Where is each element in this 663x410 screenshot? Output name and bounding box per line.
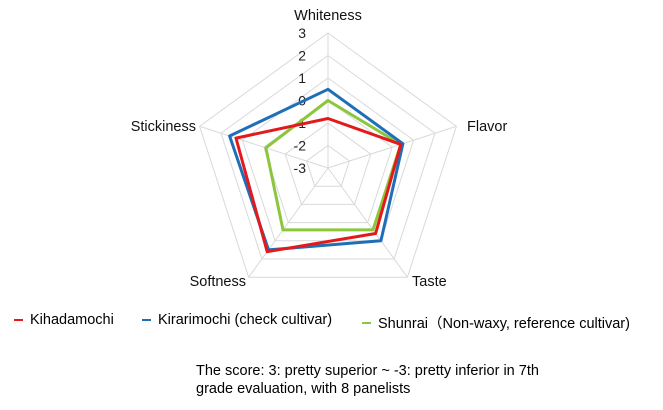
axis-label-whiteness: Whiteness — [294, 8, 362, 24]
legend-label-shunrai: Shunrai（Non-waxy, reference cultivar) — [378, 316, 630, 332]
tick-label: 2 — [298, 48, 306, 64]
legend-item-kihadamochi: Kihadamochi — [14, 312, 114, 328]
legend-item-shunrai: Shunrai（Non-waxy, reference cultivar) — [362, 312, 630, 333]
tick-label: -2 — [294, 138, 307, 154]
tick-label: 3 — [298, 25, 306, 41]
series-line-shunrai — [264, 99, 403, 232]
axis-label-stickiness: Stickiness — [131, 119, 196, 135]
radar-grid — [199, 32, 457, 278]
series-line-kirarimochi — [228, 87, 405, 252]
legend-swatch-kirarimochi — [142, 319, 151, 321]
legend-swatch-shunrai — [362, 321, 371, 324]
score-note-line-2: grade evaluation, with 8 panelists — [196, 381, 411, 397]
series-line-kihadamochi — [234, 117, 403, 254]
legend: Kihadamochi Kirarimochi (check cultivar)… — [0, 312, 663, 336]
axis-label-taste: Taste — [412, 274, 447, 290]
grid-ring — [306, 144, 350, 187]
grid-spoke — [199, 125, 329, 169]
grid-ring — [199, 32, 457, 278]
grid-spoke — [327, 167, 408, 278]
grid-ring — [263, 99, 393, 224]
tick-label: -3 — [294, 160, 307, 176]
score-note-line-1: The score: 3: pretty superior ~ -3: pret… — [196, 363, 539, 379]
axis-labels: Whiteness Flavor Taste Softness Stickiness — [131, 8, 508, 290]
grid-spoke — [248, 167, 329, 278]
grid-ring — [220, 54, 436, 260]
legend-swatch-kihadamochi — [14, 319, 23, 321]
legend-label-kirarimochi: Kirarimochi (check cultivar) — [158, 312, 333, 328]
tick-label: 1 — [298, 70, 306, 86]
legend-label-kihadamochi: Kihadamochi — [30, 312, 114, 328]
legend-item-kirarimochi: Kirarimochi (check cultivar) — [142, 312, 332, 328]
axis-label-flavor: Flavor — [467, 119, 507, 135]
series-lines — [228, 87, 405, 254]
grid-ring — [284, 122, 372, 205]
grid-spoke — [327, 125, 457, 169]
score-note: The score: 3: pretty superior ~ -3: pret… — [196, 362, 616, 398]
axis-label-softness: Softness — [190, 274, 246, 290]
